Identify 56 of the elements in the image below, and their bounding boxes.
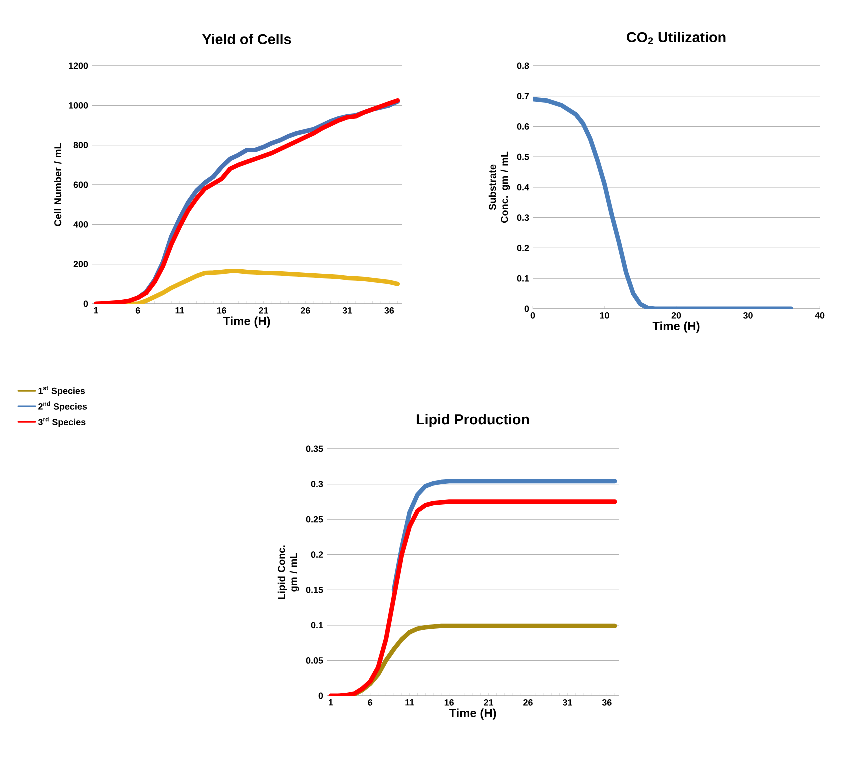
y-tick-label: 0.1 xyxy=(311,622,324,629)
y-tick-label: 0.3 xyxy=(311,481,324,488)
x-tick-label: 10 xyxy=(600,312,610,319)
y-tick-label: 0.2 xyxy=(517,245,530,252)
y-tick-label: 0.6 xyxy=(517,124,530,130)
x-tick-label: 11 xyxy=(406,700,414,706)
x-tick-label: 36 xyxy=(384,308,394,314)
legend-label: 1$^{st}$ Species xyxy=(38,386,86,396)
y-tick-label: 0.5 xyxy=(517,154,530,160)
y-axis-title: Lipid Conc. gm / mL xyxy=(278,546,300,600)
y-tick-label: 0.3 xyxy=(517,214,530,222)
y-tick-label: 0.1 xyxy=(517,275,530,282)
x-axis-title: Time (H) xyxy=(449,708,496,720)
x-tick-label: 26 xyxy=(300,308,310,314)
x-tick-label: 21 xyxy=(259,308,268,314)
y-tick-label: 1200 xyxy=(69,62,88,70)
y-tick-label: 0.7 xyxy=(517,93,530,100)
y-tick-label: 400 xyxy=(74,221,88,228)
y-tick-label: 0.25 xyxy=(306,516,324,523)
x-tick-label: 1 xyxy=(94,308,98,314)
y-tick-label: 0.15 xyxy=(306,586,324,594)
x-tick-label: 11 xyxy=(176,308,184,314)
chart-title: CO$_{2}$ Utilization xyxy=(627,32,726,45)
y-tick-label: 200 xyxy=(74,261,88,268)
y-tick-label: 1000 xyxy=(69,102,88,109)
y-tick-label: 0 xyxy=(318,692,324,700)
x-tick-label: 40 xyxy=(815,312,825,319)
y-tick-label: 0.8 xyxy=(517,62,530,70)
y-tick-label: 800 xyxy=(74,142,88,148)
x-axis-title: Time (H) xyxy=(223,316,270,328)
legend-label: 3$^{rd}$ Species xyxy=(38,417,86,428)
x-tick-label: 6 xyxy=(136,308,140,314)
x-tick-label: 21 xyxy=(484,700,494,706)
x-tick-label: 26 xyxy=(524,700,533,706)
x-tick-label: 6 xyxy=(368,700,373,706)
chart-title: Yield of Cells xyxy=(202,34,292,45)
y-tick-label: 0.2 xyxy=(311,552,324,558)
y-axis-title: Cell Number / mL xyxy=(54,144,62,226)
y-tick-label: 0.4 xyxy=(517,184,530,191)
x-tick-label: 0 xyxy=(530,312,536,319)
x-tick-label: 16 xyxy=(217,308,227,314)
chart-title: Lipid Production xyxy=(416,414,530,428)
y-tick-label: 0 xyxy=(84,300,88,308)
x-tick-label: 30 xyxy=(743,312,753,319)
x-axis-title: Time (H) xyxy=(652,322,700,333)
x-tick-label: 31 xyxy=(562,700,572,706)
y-tick-label: 0.05 xyxy=(306,658,324,664)
y-tick-label: 0.35 xyxy=(306,446,324,452)
legend-label: 2$^{nd}$ Species xyxy=(38,402,88,412)
x-tick-label: 36 xyxy=(602,700,612,706)
x-tick-label: 1 xyxy=(329,700,334,706)
x-tick-label: 16 xyxy=(444,700,454,706)
x-tick-label: 31 xyxy=(342,308,352,314)
y-axis-title: Substrate Conc. gm / mL xyxy=(488,152,510,224)
y-tick-label: 600 xyxy=(74,182,88,188)
x-tick-label: 20 xyxy=(672,312,682,319)
